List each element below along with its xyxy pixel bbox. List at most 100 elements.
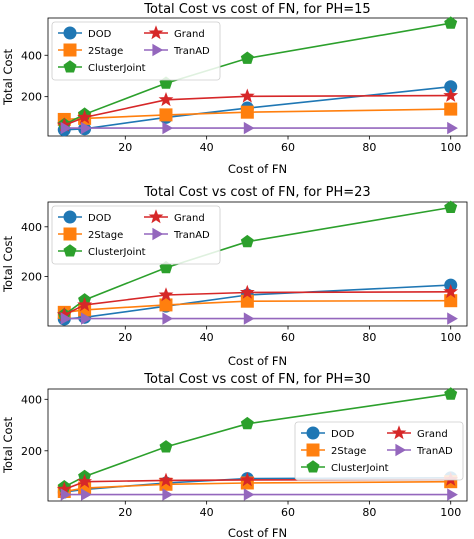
data-point-grand bbox=[56, 481, 72, 496]
data-point-grand bbox=[56, 307, 72, 322]
x-tick-label: 100 bbox=[440, 331, 461, 344]
data-point-tranad bbox=[447, 488, 458, 501]
chart-panel-3: Total Cost vs cost of FN, for PH=30 20 40 6… bbox=[1, 372, 468, 539]
y-tick-label: 400 bbox=[21, 393, 42, 406]
series-2stage bbox=[57, 102, 458, 126]
legend-label-clusterjoint: ClusterJoint bbox=[88, 247, 146, 258]
x-tick-label: 100 bbox=[440, 506, 461, 519]
data-point-grand bbox=[158, 287, 174, 302]
data-point-tranad bbox=[81, 121, 92, 135]
chart-title: Total Cost vs cost of FN, for PH=30 bbox=[143, 372, 370, 387]
data-point-tranad bbox=[243, 312, 255, 325]
data-point-2stage bbox=[444, 294, 458, 308]
series-line-2stage bbox=[64, 299, 451, 314]
data-point-2stage bbox=[240, 294, 254, 308]
data-point-grand bbox=[77, 473, 92, 488]
legend-marker-clusterjoint bbox=[306, 460, 320, 473]
legend-marker-2stage bbox=[306, 443, 320, 457]
data-point-tranad bbox=[60, 488, 72, 501]
series-grand bbox=[56, 284, 459, 322]
series-line-dod bbox=[64, 284, 451, 320]
data-point-grand bbox=[443, 284, 459, 299]
legend-marker-2stage bbox=[63, 227, 77, 241]
data-point-clusterjoint bbox=[444, 387, 458, 400]
data-point-grand bbox=[158, 92, 174, 107]
legend-marker-clusterjoint bbox=[63, 244, 77, 257]
x-tick-label: 20 bbox=[118, 141, 132, 154]
legend-label-grand: Grand bbox=[417, 429, 448, 440]
legend: DOD 2Stage ClusterJoint Grand TranAD bbox=[51, 205, 221, 265]
y-tick-label: 400 bbox=[21, 49, 42, 62]
data-point-2stage bbox=[444, 102, 458, 116]
x-axis-label: Cost of FN bbox=[228, 354, 287, 368]
data-point-tranad bbox=[81, 312, 92, 325]
data-point-grand bbox=[443, 87, 459, 102]
data-point-dod bbox=[444, 80, 458, 94]
x-tick-label: 80 bbox=[362, 506, 376, 519]
legend-label-tranad: TranAD bbox=[173, 46, 210, 57]
x-tick-label: 60 bbox=[281, 506, 295, 519]
data-point-tranad bbox=[447, 312, 458, 325]
data-point-clusterjoint bbox=[444, 200, 458, 213]
x-axis-label: Cost of FN bbox=[228, 526, 287, 539]
legend-marker-2stage bbox=[63, 43, 77, 57]
x-tick-label: 40 bbox=[200, 506, 214, 519]
chart-title: Total Cost vs cost of FN, for PH=15 bbox=[143, 2, 370, 17]
data-point-tranad bbox=[243, 488, 255, 501]
chart-panel-1: Total Cost vs cost of FN, for PH=15 20 40 6… bbox=[1, 2, 468, 176]
series-2stage bbox=[57, 294, 458, 319]
x-tick-label: 20 bbox=[118, 506, 132, 519]
series-tranad bbox=[60, 312, 458, 325]
data-point-clusterjoint bbox=[240, 416, 254, 430]
series-tranad bbox=[60, 488, 458, 501]
x-tick-label: 60 bbox=[281, 141, 295, 154]
legend-marker-dod bbox=[306, 426, 320, 440]
legend-marker-clusterjoint bbox=[63, 60, 77, 73]
data-point-clusterjoint bbox=[444, 16, 458, 29]
legend-marker-grand bbox=[391, 425, 407, 440]
legend-marker-grand bbox=[148, 209, 164, 224]
legend-marker-grand bbox=[148, 25, 164, 40]
y-tick-label: 200 bbox=[21, 270, 42, 283]
data-point-grand bbox=[77, 297, 92, 312]
y-tick-label: 200 bbox=[21, 91, 42, 104]
y-tick-label: 200 bbox=[21, 445, 42, 458]
plot-area bbox=[47, 201, 468, 327]
legend-box bbox=[51, 205, 221, 265]
plot-area bbox=[47, 17, 468, 137]
legend: DOD 2Stage ClusterJoint Grand TranAD bbox=[294, 421, 464, 481]
x-tick-label: 100 bbox=[440, 141, 461, 154]
x-tick-label: 80 bbox=[362, 141, 376, 154]
x-tick-label: 40 bbox=[200, 331, 214, 344]
data-point-grand bbox=[239, 472, 255, 487]
legend-label-2stage: 2Stage bbox=[88, 46, 123, 57]
legend-label-2stage: 2Stage bbox=[331, 446, 366, 457]
x-axis-label: Cost of FN bbox=[228, 162, 287, 176]
data-point-grand bbox=[239, 88, 255, 103]
x-tick-label: 20 bbox=[118, 331, 132, 344]
legend-label-dod: DOD bbox=[88, 29, 112, 40]
legend-label-grand: Grand bbox=[174, 213, 205, 224]
legend-marker-tranad bbox=[152, 43, 164, 57]
y-axis-label: Total Cost bbox=[1, 416, 15, 474]
data-point-tranad bbox=[162, 121, 174, 135]
legend: DOD 2Stage ClusterJoint Grand TranAD bbox=[51, 21, 221, 81]
legend-label-dod: DOD bbox=[331, 429, 355, 440]
data-point-2stage bbox=[159, 108, 173, 122]
plot-area bbox=[47, 388, 468, 502]
data-point-2stage bbox=[159, 298, 173, 312]
x-tick-label: 60 bbox=[281, 331, 295, 344]
series-line-2stage bbox=[64, 108, 451, 121]
legend-marker-dod bbox=[63, 26, 77, 40]
data-point-tranad bbox=[162, 312, 174, 325]
series-clusterjoint bbox=[57, 200, 458, 321]
data-point-tranad bbox=[447, 121, 458, 135]
series-line-2stage bbox=[64, 480, 451, 493]
legend-label-clusterjoint: ClusterJoint bbox=[331, 463, 389, 474]
data-point-clusterjoint bbox=[240, 234, 254, 248]
legend-marker-dod bbox=[63, 210, 77, 224]
legend-label-tranad: TranAD bbox=[173, 230, 210, 241]
series-tranad bbox=[60, 121, 458, 135]
y-axis-label: Total Cost bbox=[1, 48, 15, 106]
